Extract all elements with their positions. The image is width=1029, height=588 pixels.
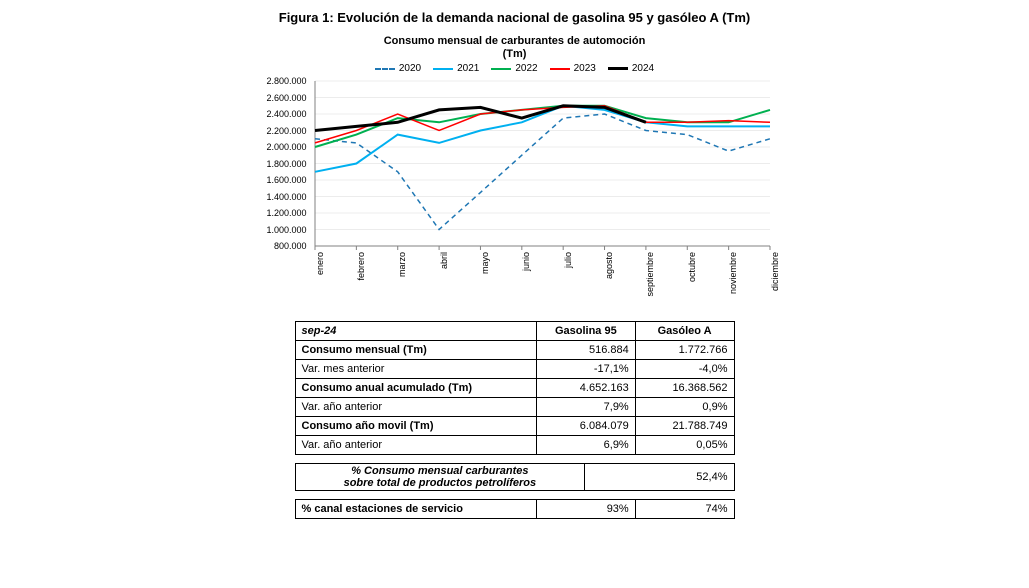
tables-block: sep-24 Gasolina 95 Gasóleo A Consumo men…: [295, 321, 735, 519]
row-value-cell: -4,0%: [635, 360, 734, 379]
x-tick-label: enero: [315, 252, 325, 275]
row-value-cell: 4.652.163: [536, 379, 635, 398]
x-tick-label: junio: [521, 252, 531, 271]
channel-label-cell: % canal estaciones de servicio: [295, 500, 536, 519]
y-tick-label: 1.800.000: [266, 159, 306, 169]
row-value-cell: 0,9%: [635, 398, 734, 417]
x-tick-label: febrero: [356, 252, 366, 281]
chart-title-line2: (Tm): [503, 48, 527, 60]
row-value-cell: 516.884: [536, 341, 635, 360]
legend-label: 2020: [399, 63, 421, 74]
table-row: Consumo mensual (Tm)516.8841.772.766: [295, 341, 734, 360]
legend-label: 2023: [574, 63, 596, 74]
y-tick-label: 2.200.000: [266, 126, 306, 136]
row-value-cell: 0,05%: [635, 436, 734, 455]
x-tick-label: abril: [439, 252, 449, 269]
pct-label-line1: % Consumo mensual carburantes: [351, 465, 528, 477]
table-row: Consumo anual acumulado (Tm)4.652.16316.…: [295, 379, 734, 398]
main-data-table: sep-24 Gasolina 95 Gasóleo A Consumo men…: [295, 321, 735, 455]
chart-legend: 2020 2021 2022 2023 2024: [255, 63, 775, 74]
x-tick-label: julio: [563, 252, 573, 268]
legend-swatch: [433, 68, 453, 70]
legend-swatch: [550, 68, 570, 70]
table-col-header: Gasolina 95: [536, 322, 635, 341]
row-value-cell: 16.368.562: [635, 379, 734, 398]
chart-title: Consumo mensual de carburantes de automo…: [255, 35, 775, 61]
pct-label-cell: % Consumo mensual carburantes sobre tota…: [295, 464, 585, 491]
y-tick-label: 2.800.000: [266, 76, 306, 86]
y-tick-label: 1.000.000: [266, 225, 306, 235]
chart-plot-area: 800.000 1.000.000 1.200.000 1.400.000 1.600.…: [255, 76, 775, 266]
channel-value-cell: 93%: [536, 500, 635, 519]
channel-value-cell: 74%: [635, 500, 734, 519]
row-value-cell: 6,9%: [536, 436, 635, 455]
table-row: Consumo año movil (Tm)6.084.07921.788.74…: [295, 417, 734, 436]
x-tick-label: marzo: [397, 252, 407, 277]
row-value-cell: -17,1%: [536, 360, 635, 379]
legend-label: 2021: [457, 63, 479, 74]
y-tick-label: 2.400.000: [266, 109, 306, 119]
chart-svg: [255, 76, 775, 266]
table-row: Var. año anterior6,9%0,05%: [295, 436, 734, 455]
chart-title-line1: Consumo mensual de carburantes de automo…: [384, 35, 646, 47]
series-line: [315, 114, 770, 230]
row-label-cell: Consumo anual acumulado (Tm): [295, 379, 536, 398]
legend-label: 2024: [632, 63, 654, 74]
x-tick-label: diciembre: [770, 252, 780, 291]
pct-consumption-table: % Consumo mensual carburantes sobre tota…: [295, 463, 735, 491]
row-label-cell: Var. año anterior: [295, 398, 536, 417]
table-col-header: Gasóleo A: [635, 322, 734, 341]
y-tick-label: 2.000.000: [266, 142, 306, 152]
row-label-cell: Var. mes anterior: [295, 360, 536, 379]
y-tick-label: 1.600.000: [266, 175, 306, 185]
y-tick-label: 1.200.000: [266, 208, 306, 218]
legend-item: 2022: [491, 63, 537, 74]
legend-label: 2022: [515, 63, 537, 74]
legend-item: 2023: [550, 63, 596, 74]
legend-swatch: [608, 67, 628, 70]
row-value-cell: 21.788.749: [635, 417, 734, 436]
chart-container: Consumo mensual de carburantes de automo…: [255, 35, 775, 266]
row-label-cell: Consumo año movil (Tm): [295, 417, 536, 436]
figure-title: Figura 1: Evolución de la demanda nacion…: [0, 0, 1029, 25]
row-value-cell: 1.772.766: [635, 341, 734, 360]
legend-swatch: [375, 68, 395, 70]
row-label-cell: Consumo mensual (Tm): [295, 341, 536, 360]
row-value-cell: 7,9%: [536, 398, 635, 417]
x-tick-label: septiembre: [645, 252, 655, 297]
y-tick-label: 1.400.000: [266, 192, 306, 202]
x-tick-label: mayo: [480, 252, 490, 274]
x-tick-label: octubre: [687, 252, 697, 282]
figure-page: Figura 1: Evolución de la demanda nacion…: [0, 0, 1029, 588]
pct-value-cell: 52,4%: [585, 464, 734, 491]
x-tick-label: noviembre: [728, 252, 738, 294]
row-value-cell: 6.084.079: [536, 417, 635, 436]
legend-item: 2020: [375, 63, 421, 74]
row-label-cell: Var. año anterior: [295, 436, 536, 455]
x-tick-label: agosto: [604, 252, 614, 279]
legend-item: 2024: [608, 63, 654, 74]
channel-table: % canal estaciones de servicio 93% 74%: [295, 499, 735, 519]
y-tick-label: 2.600.000: [266, 93, 306, 103]
y-tick-label: 800.000: [274, 241, 307, 251]
table-row: Var. año anterior7,9%0,9%: [295, 398, 734, 417]
pct-label-line2: sobre total de productos petrolíferos: [344, 477, 537, 489]
table-header-row: sep-24 Gasolina 95 Gasóleo A: [295, 322, 734, 341]
table-period-cell: sep-24: [295, 322, 536, 341]
table-row: Var. mes anterior-17,1%-4,0%: [295, 360, 734, 379]
legend-item: 2021: [433, 63, 479, 74]
legend-swatch: [491, 68, 511, 70]
